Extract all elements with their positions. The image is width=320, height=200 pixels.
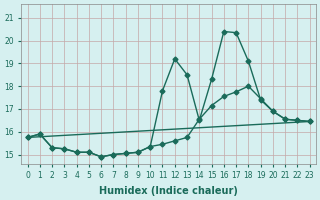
X-axis label: Humidex (Indice chaleur): Humidex (Indice chaleur) bbox=[99, 186, 238, 196]
